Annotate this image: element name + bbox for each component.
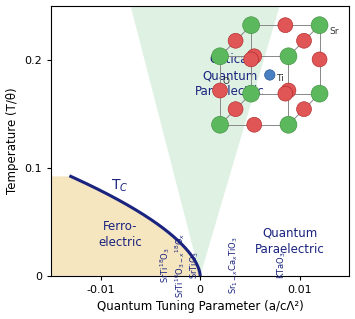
- Circle shape: [312, 52, 327, 67]
- Circle shape: [281, 83, 296, 98]
- Circle shape: [296, 33, 311, 48]
- Text: Ti: Ti: [276, 74, 284, 83]
- Text: T$_C$: T$_C$: [111, 178, 128, 194]
- Text: KTaO$_3$: KTaO$_3$: [275, 251, 288, 279]
- Text: Quantum
Paraelectric: Quantum Paraelectric: [255, 227, 324, 256]
- Text: Sr: Sr: [329, 27, 339, 36]
- Y-axis label: Temperature (T/θ): Temperature (T/θ): [6, 87, 18, 194]
- Text: Critical
Quantum
Paraelectric: Critical Quantum Paraelectric: [195, 53, 265, 98]
- Circle shape: [212, 48, 229, 65]
- Circle shape: [278, 86, 293, 101]
- Text: SrTiO$_3$: SrTiO$_3$: [189, 251, 201, 279]
- Circle shape: [280, 48, 297, 65]
- Text: Ferro-
electric: Ferro- electric: [99, 220, 142, 249]
- Circle shape: [311, 85, 328, 102]
- Text: O: O: [223, 77, 230, 86]
- Circle shape: [247, 49, 262, 64]
- Circle shape: [213, 83, 228, 98]
- Circle shape: [278, 18, 293, 33]
- Circle shape: [212, 116, 229, 133]
- Text: SrTi$^{18}$O$_3$: SrTi$^{18}$O$_3$: [158, 247, 172, 283]
- Circle shape: [247, 117, 262, 132]
- Circle shape: [280, 116, 297, 133]
- Polygon shape: [131, 5, 280, 276]
- Circle shape: [264, 70, 275, 80]
- Polygon shape: [51, 176, 200, 276]
- Circle shape: [244, 52, 258, 67]
- X-axis label: Quantum Tuning Parameter (a/cΛ²): Quantum Tuning Parameter (a/cΛ²): [97, 300, 304, 314]
- Text: Sr$_{1-x}$Ca$_x$TiO$_3$: Sr$_{1-x}$Ca$_x$TiO$_3$: [228, 236, 240, 294]
- Circle shape: [228, 102, 243, 117]
- Text: SrTi$^{16}$O$_{3-x}$$^{18}$O$_x$: SrTi$^{16}$O$_{3-x}$$^{18}$O$_x$: [173, 232, 187, 298]
- Circle shape: [243, 85, 260, 102]
- Circle shape: [311, 17, 328, 34]
- Circle shape: [243, 17, 260, 34]
- Circle shape: [296, 102, 311, 117]
- Circle shape: [228, 33, 243, 48]
